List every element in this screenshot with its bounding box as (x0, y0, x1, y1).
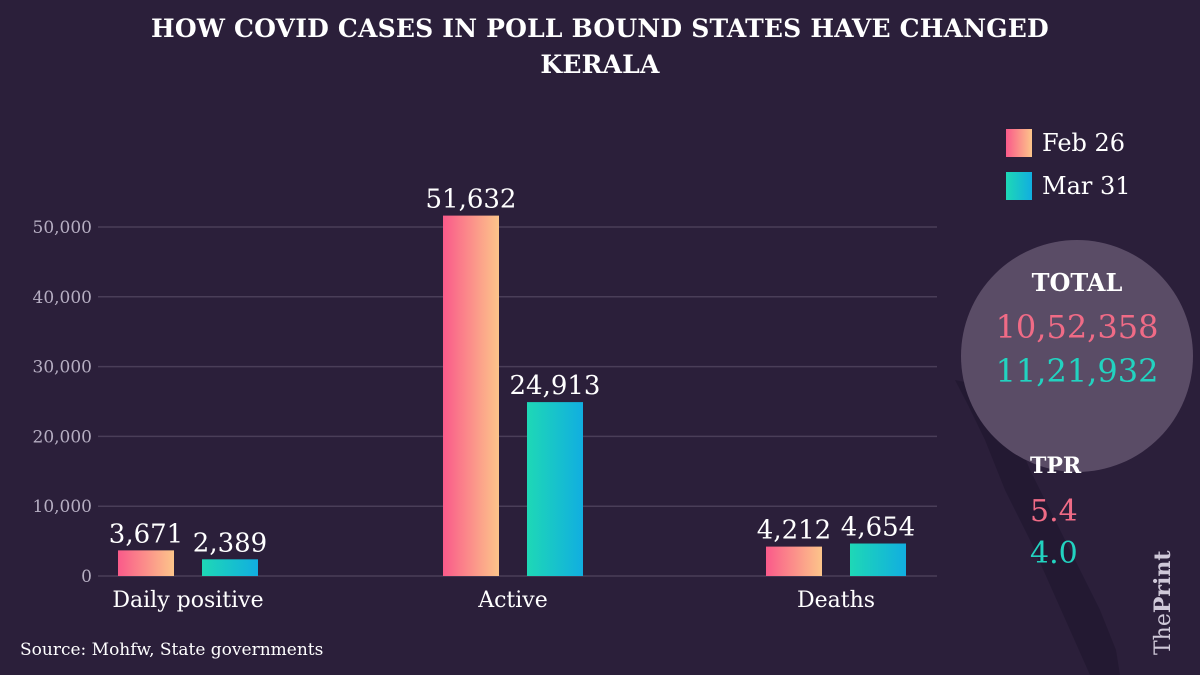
bar-mar-31 (527, 402, 583, 576)
total-feb-value: 10,52,358 (995, 308, 1159, 346)
legend-item-feb-26: Feb 26 (1006, 128, 1125, 158)
tpr-label: TPR (1030, 453, 1082, 479)
bar-mar-31 (202, 559, 258, 576)
legend-label-mar-31: Mar 31 (1042, 172, 1131, 200)
data-label: 2,389 (193, 528, 267, 558)
brand-logo: ThePrint (1150, 550, 1176, 655)
legend-swatch-mar-31 (1006, 172, 1032, 200)
data-label: 4,212 (757, 516, 831, 546)
chart-subtitle: KERALA (540, 50, 660, 79)
tpr-feb-value: 5.4 (1030, 494, 1078, 529)
bar-feb-26 (443, 215, 499, 576)
data-label: 24,913 (510, 371, 601, 401)
total-circle (961, 240, 1193, 472)
y-tick-label: 40,000 (33, 288, 92, 308)
legend-swatch-feb-26 (1006, 129, 1032, 157)
bar-feb-26 (118, 550, 174, 576)
y-tick-label: 30,000 (33, 358, 92, 378)
chart-title: HOW COVID CASES IN POLL BOUND STATES HAV… (151, 14, 1049, 43)
source-note: Source: Mohfw, State governments (20, 640, 324, 660)
bar-mar-31 (850, 543, 906, 576)
y-tick-label: 50,000 (33, 218, 92, 238)
x-tick-label: Active (477, 588, 548, 613)
y-tick-label: 10,000 (33, 497, 92, 517)
bar-feb-26 (766, 546, 822, 576)
y-tick-label: 0 (81, 567, 92, 587)
tpr-mar-value: 4.0 (1030, 536, 1078, 571)
legend-item-mar-31: Mar 31 (1006, 171, 1131, 201)
kerala-map-silhouette (955, 380, 1120, 675)
data-label: 4,654 (841, 513, 915, 543)
data-label: 51,632 (426, 185, 517, 215)
brand-prefix: The (1151, 613, 1176, 655)
x-tick-label: Deaths (797, 588, 875, 613)
y-tick-label: 20,000 (33, 427, 92, 447)
legend-label-feb-26: Feb 26 (1042, 129, 1126, 157)
x-tick-label: Daily positive (112, 588, 263, 613)
brand-name: Print (1150, 550, 1176, 614)
total-label: TOTAL (1031, 268, 1123, 297)
total-mar-value: 11,21,932 (995, 352, 1159, 390)
data-label: 3,671 (109, 519, 183, 549)
